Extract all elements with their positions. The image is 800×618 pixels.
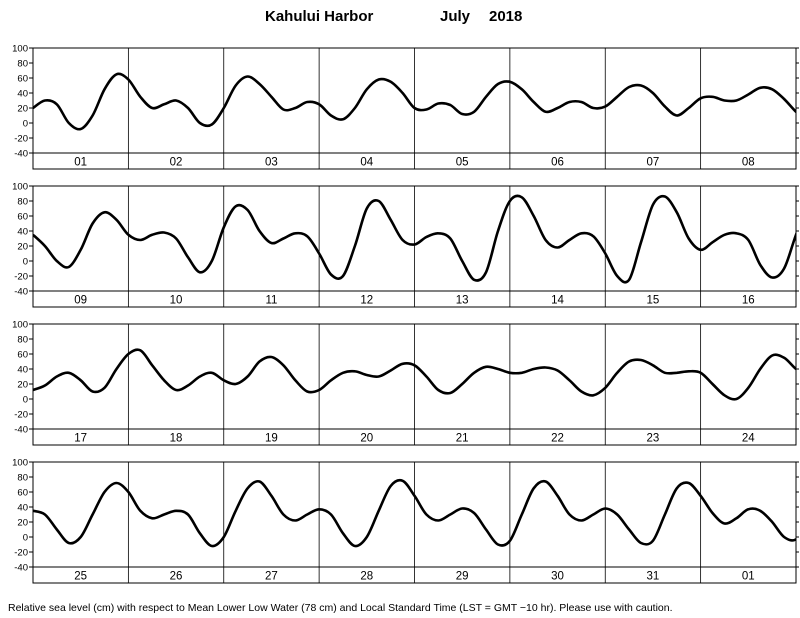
- footer-note: Relative sea level (cm) with respect to …: [8, 602, 673, 614]
- y-tick-label: -20: [14, 272, 28, 283]
- y-tick-label: 0: [23, 119, 28, 130]
- y-tick-label: -40: [14, 287, 28, 298]
- day-label: 04: [360, 157, 373, 169]
- y-tick-label: 40: [17, 89, 28, 100]
- tide-series-line: [33, 348, 796, 401]
- day-label: 26: [170, 571, 183, 583]
- day-label: 24: [742, 433, 755, 445]
- y-tick-label: 80: [17, 59, 28, 70]
- y-tick-label: 100: [12, 182, 28, 193]
- tide-series-line: [33, 194, 796, 284]
- y-tick-label: 0: [23, 533, 28, 544]
- panel-2: 100 80 60 40 20 0 -20 -40 09 10 11 12 13 14 15 16: [12, 182, 799, 308]
- day-label: 21: [456, 433, 469, 445]
- station-title: Kahului Harbor: [265, 8, 374, 25]
- day-label: 08: [742, 157, 755, 169]
- day-label: 12: [360, 295, 373, 307]
- y-tick-label: 0: [23, 257, 28, 268]
- y-tick-label: -20: [14, 134, 28, 145]
- year-title: 2018: [489, 8, 522, 25]
- y-tick-label: 100: [12, 458, 28, 469]
- month-title: July: [440, 8, 471, 25]
- tide-series-line: [33, 478, 796, 548]
- y-tick-label: 80: [17, 473, 28, 484]
- day-label: 06: [551, 157, 564, 169]
- y-tick-label: 20: [17, 104, 28, 115]
- y-tick-label: -40: [14, 149, 28, 160]
- day-label: 23: [647, 433, 660, 445]
- day-label: 27: [265, 571, 278, 583]
- day-label: 22: [551, 433, 564, 445]
- day-label: 17: [74, 433, 87, 445]
- day-label: 14: [551, 295, 564, 307]
- panel-4: 100 80 60 40 20 0 -20 -40 25 26 27 28 29 30 31 01: [12, 458, 799, 584]
- day-label: 28: [360, 571, 373, 583]
- y-tick-label: 20: [17, 380, 28, 391]
- y-tick-label: 40: [17, 503, 28, 514]
- y-tick-label: 60: [17, 488, 28, 499]
- day-label: 01: [742, 571, 755, 583]
- day-label: 25: [74, 571, 87, 583]
- y-tick-label: 0: [23, 395, 28, 406]
- y-tick-label: 100: [12, 320, 28, 331]
- y-tick-label: -40: [14, 563, 28, 574]
- day-label: 20: [360, 433, 373, 445]
- day-label: 30: [551, 571, 564, 583]
- y-tick-label: 60: [17, 74, 28, 85]
- day-label: 16: [742, 295, 755, 307]
- day-label: 01: [74, 157, 87, 169]
- day-label: 13: [456, 295, 469, 307]
- day-label: 05: [456, 157, 469, 169]
- day-label: 02: [170, 157, 183, 169]
- day-label: 09: [74, 295, 87, 307]
- day-label: 07: [647, 157, 660, 169]
- day-label: 31: [647, 571, 660, 583]
- day-label: 15: [647, 295, 660, 307]
- panel-1: 100 80 60 40 20 0 -20 -40 01 02 03 04 05 06 07 08: [12, 44, 799, 170]
- y-tick-label: 20: [17, 242, 28, 253]
- y-tick-label: 60: [17, 212, 28, 223]
- panel-3: 100 80 60 40 20 0 -20 -40 17 18 19 20 21 22 23 24: [12, 320, 799, 446]
- y-tick-label: 80: [17, 335, 28, 346]
- y-tick-label: -40: [14, 425, 28, 436]
- y-tick-label: 20: [17, 518, 28, 529]
- y-tick-label: 40: [17, 227, 28, 238]
- y-tick-label: -20: [14, 548, 28, 559]
- y-tick-label: 60: [17, 350, 28, 361]
- day-label: 11: [265, 295, 277, 307]
- day-label: 29: [456, 571, 469, 583]
- day-label: 03: [265, 157, 278, 169]
- day-label: 10: [170, 295, 183, 307]
- y-tick-label: -20: [14, 410, 28, 421]
- day-label: 19: [265, 433, 278, 445]
- y-tick-label: 100: [12, 44, 28, 55]
- y-tick-label: 40: [17, 365, 28, 376]
- day-label: 18: [170, 433, 183, 445]
- y-tick-label: 80: [17, 197, 28, 208]
- tide-series-line: [33, 72, 796, 131]
